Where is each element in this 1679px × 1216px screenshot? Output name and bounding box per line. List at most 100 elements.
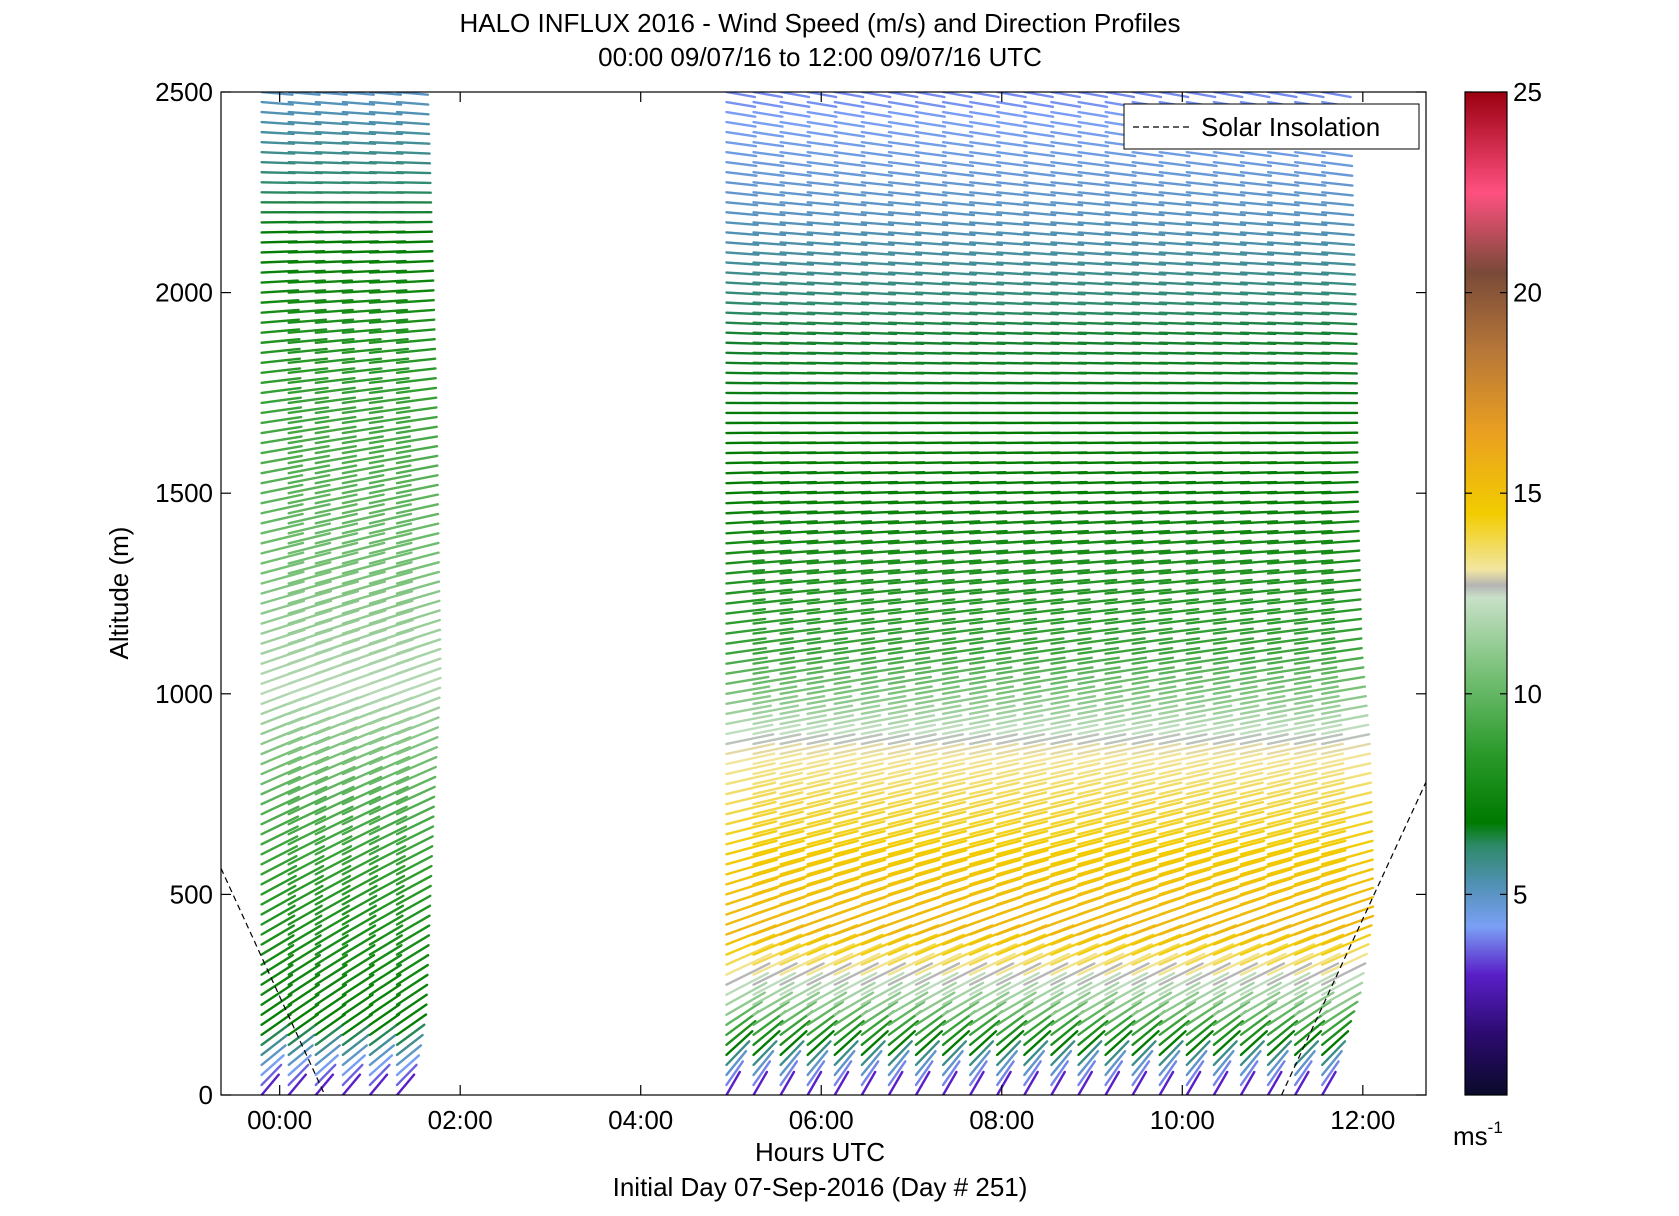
wind-barb [752,100,784,109]
wind-barb [914,646,957,655]
wind-barb [887,617,929,625]
wind-barb [833,231,868,237]
wind-barb [914,675,960,685]
wind-barb [341,580,387,595]
wind-barb [752,261,788,266]
wind-barb [860,150,893,158]
wind-barb [368,934,403,956]
wind-barb [806,943,856,966]
wind-barb [260,551,305,565]
wind-barb [1185,1000,1224,1026]
wind-barb [1239,578,1280,585]
wind-barb [725,150,758,158]
wind-barb [368,357,410,365]
wind-barb [968,752,1020,766]
wind-barb [395,474,439,485]
wind-barb [752,714,800,726]
wind-barb [833,762,885,776]
wind-barb [996,161,1029,168]
wind-barb [833,549,873,555]
wind-barb [968,656,1012,665]
wind-barb [314,1023,345,1047]
wind-barb [395,289,435,294]
wind-barb [833,656,877,665]
wind-barb [860,962,907,986]
wind-barb [260,825,299,846]
wind-barb [996,231,1030,237]
wind-barb [1104,933,1155,956]
wind-barb [1293,301,1330,306]
wind-barb [1212,578,1253,585]
wind-barb [1131,1030,1160,1057]
wind-barb [341,140,377,145]
wind-barb [1131,221,1166,227]
wind-barb [395,628,442,645]
wind-barb [779,549,819,555]
wind-barb [1320,251,1356,256]
wind-barb [1104,1040,1130,1067]
wind-barb [779,1019,811,1047]
wind-barb [1320,1060,1340,1087]
wind-barb [1131,1070,1148,1095]
wind-barb [368,825,408,846]
wind-barb [806,510,845,515]
wind-barb [1185,201,1219,207]
wind-barb [725,271,761,276]
wind-barb [752,271,788,276]
wind-barb [860,271,896,276]
wind-barb [1212,646,1255,655]
wind-barb [368,415,411,425]
wind-barb [1293,1000,1332,1026]
wind-barb [806,666,850,675]
wind-barb [914,211,949,217]
wind-barb [1050,666,1094,675]
wind-barb [1104,694,1151,706]
wind-barb [833,510,872,515]
wind-barb [1266,301,1303,306]
wind-barb [395,1063,418,1087]
wind-barb [1050,110,1082,118]
wind-barb [833,588,874,595]
wind-barb [860,281,896,286]
wind-barb [860,251,896,256]
wind-barb [260,318,301,324]
wind-barb [1104,771,1156,786]
wind-barb [996,1049,1018,1077]
wind-barb [1320,490,1359,495]
wind-barb [941,723,991,736]
wind-barb [1185,800,1238,816]
wind-barb [341,815,381,836]
wind-barb [914,742,965,756]
wind-barb [833,781,885,796]
wind-barb [368,493,412,505]
wind-barb [860,991,902,1016]
wind-barb [914,714,963,726]
wind-barb [1077,820,1130,836]
wind-barb [887,171,921,177]
wind-barb [725,161,758,168]
wind-barb [1077,877,1131,896]
wind-barb [996,241,1031,247]
wind-barb [725,291,761,296]
wind-barb [1158,251,1193,256]
wind-barb [368,100,403,106]
wind-barb [1293,191,1327,197]
wind-barb [1266,867,1320,886]
wind-barb [1185,539,1225,545]
wind-barb [341,483,385,495]
wind-barb [914,568,955,575]
wind-barb [860,559,901,565]
wind-barb [1104,1000,1142,1026]
wind-barb [341,289,381,294]
wind-barb [806,627,848,635]
wind-barb [1212,617,1254,625]
wind-barb [1320,351,1358,355]
wind-barb [395,934,431,956]
wind-barb [395,993,428,1016]
wind-barb [341,855,379,876]
wind-barb [887,588,929,595]
wind-barb [395,638,442,655]
wind-barb [887,140,920,148]
wind-barb [725,781,777,796]
